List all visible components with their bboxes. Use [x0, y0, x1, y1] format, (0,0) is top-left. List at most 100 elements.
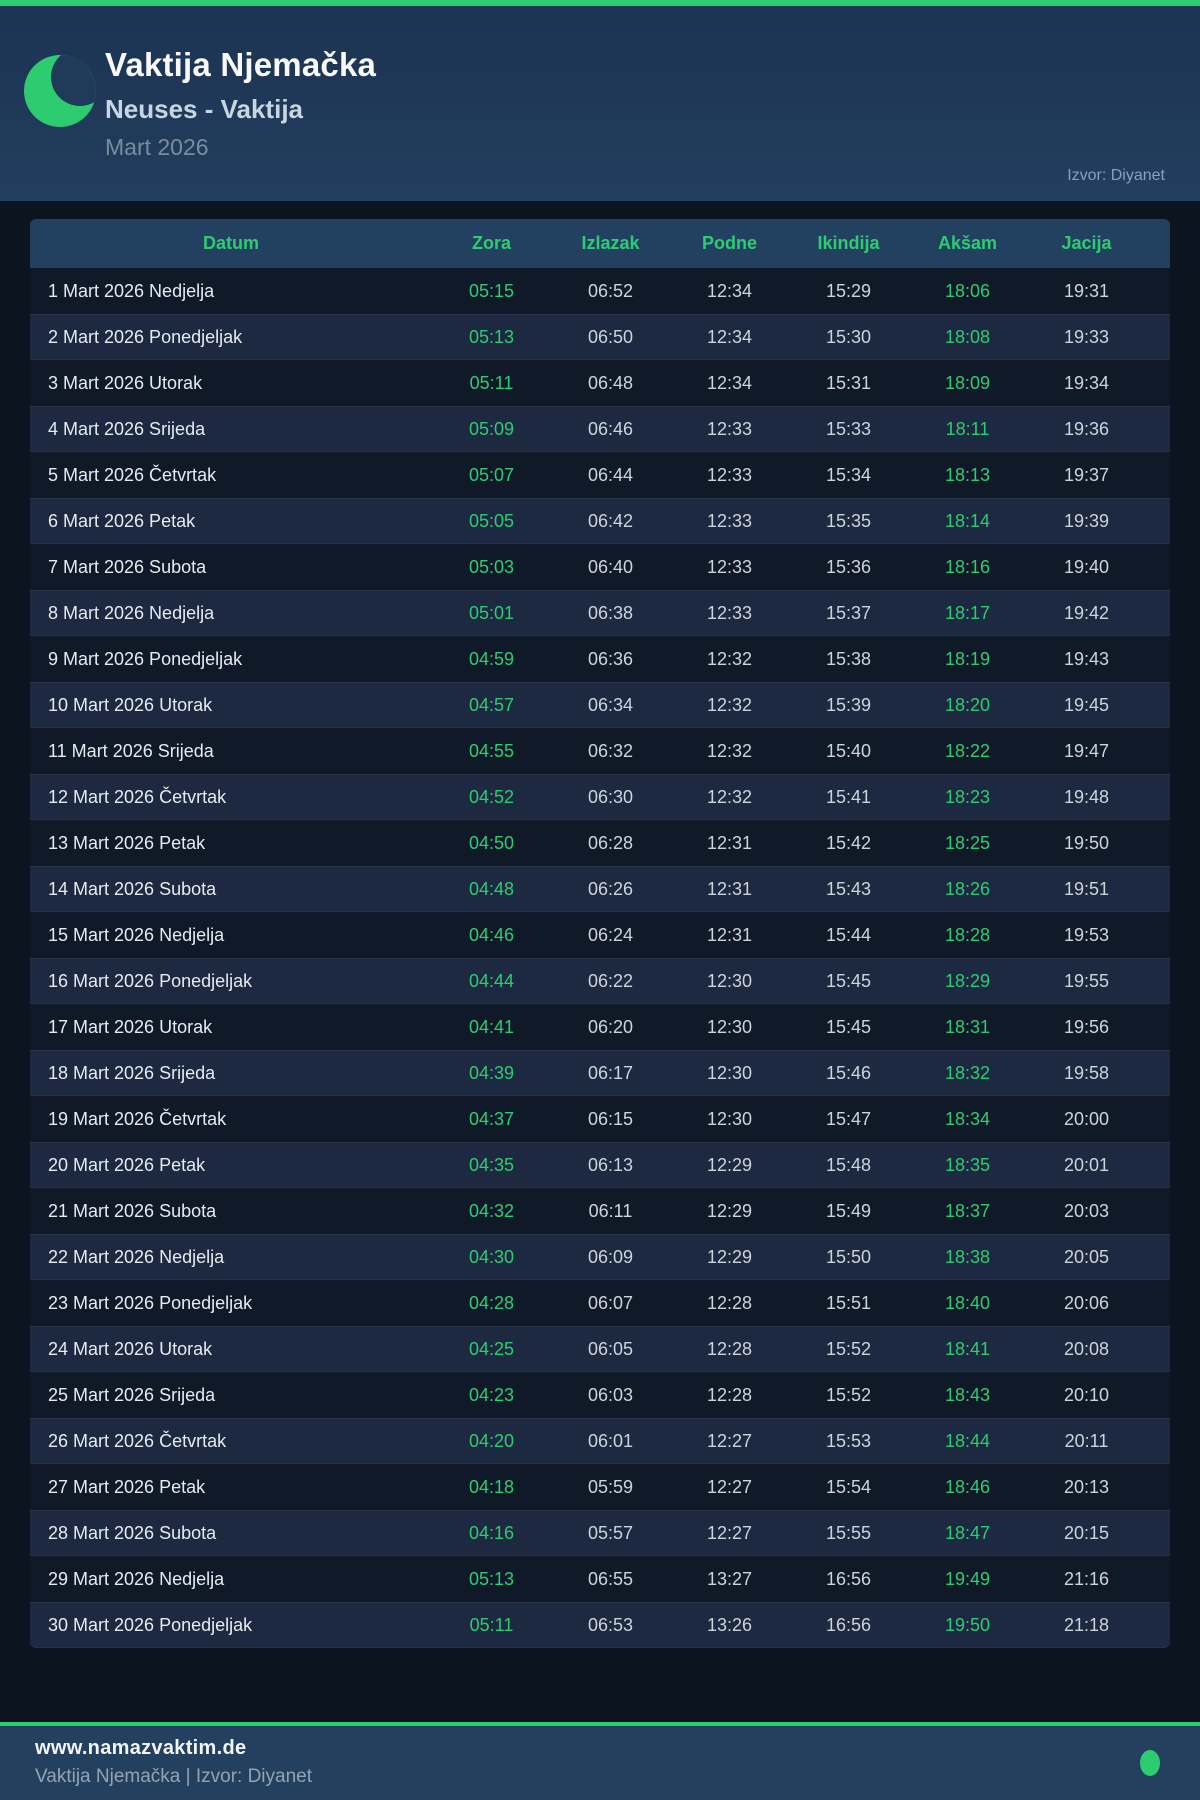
time-cell: 12:34 — [706, 280, 753, 301]
time-cell: 21:18 — [1063, 1614, 1110, 1635]
page-title: Vaktija Njemačka — [105, 46, 377, 83]
time-cell: 06:05 — [587, 1338, 634, 1359]
time-cell: 19:51 — [1063, 878, 1110, 899]
time-cell: 19:31 — [1063, 280, 1110, 301]
date-cell: 8 Mart 2026 Nedjelja — [48, 602, 215, 623]
time-cell: 18:40 — [944, 1292, 991, 1313]
time-cell: 19:49 — [944, 1568, 991, 1589]
time-cell: 20:00 — [1063, 1108, 1110, 1129]
time-cell: 18:25 — [944, 832, 991, 853]
table-row: 25 Mart 2026 Srijeda 04:23 06:03 12:28 15:52… — [30, 1372, 1170, 1418]
time-cell: 15:48 — [825, 1154, 872, 1175]
page-header: Vaktija Njemačka Neuses - Vaktija Mart 2… — [0, 6, 1200, 201]
time-cell: 12:32 — [706, 786, 753, 807]
prayer-times-table: Datum Zora Izlazak Podne Ikindija Akšam Jacija… — [30, 219, 1170, 1648]
time-cell: 18:16 — [944, 556, 991, 577]
time-cell: 19:42 — [1063, 602, 1110, 623]
time-cell: 20:06 — [1063, 1292, 1110, 1313]
time-cell: 18:38 — [944, 1246, 991, 1267]
time-cell: 20:15 — [1063, 1522, 1110, 1543]
time-cell: 06:11 — [588, 1200, 633, 1221]
time-cell: 06:53 — [587, 1614, 634, 1635]
time-cell: 06:34 — [587, 694, 634, 715]
time-cell: 05:05 — [468, 510, 515, 531]
table-row: 10 Mart 2026 Utorak 04:57 06:34 12:32 15:39 1… — [30, 682, 1170, 728]
time-cell: 15:51 — [825, 1292, 872, 1313]
table-row: 7 Mart 2026 Subota 05:03 06:40 12:33 15:36 18… — [30, 544, 1170, 590]
date-cell: 23 Mart 2026 Ponedjeljak — [48, 1292, 253, 1313]
page-footer: www.namazvaktim.de Vaktija Njemačka | Iz… — [0, 1722, 1200, 1800]
time-cell: 12:28 — [706, 1384, 753, 1405]
time-cell: 13:26 — [706, 1614, 753, 1635]
time-cell: 04:20 — [468, 1430, 515, 1451]
date-cell: 18 Mart 2026 Srijeda — [48, 1062, 216, 1083]
table-row: 15 Mart 2026 Nedjelja 04:46 06:24 12:31 15:4… — [30, 912, 1170, 958]
time-cell: 06:13 — [587, 1154, 634, 1175]
time-cell: 04:52 — [468, 786, 515, 807]
time-cell: 05:15 — [468, 280, 515, 301]
column-header: Jacija — [1061, 233, 1112, 253]
date-cell: 16 Mart 2026 Ponedjeljak — [48, 970, 253, 991]
time-cell: 05:57 — [587, 1522, 634, 1543]
date-cell: 15 Mart 2026 Nedjelja — [48, 924, 225, 945]
time-cell: 18:29 — [944, 970, 991, 991]
date-cell: 28 Mart 2026 Subota — [48, 1522, 217, 1543]
time-cell: 12:33 — [706, 602, 753, 623]
time-cell: 18:11 — [945, 418, 990, 439]
time-cell: 19:34 — [1063, 372, 1110, 393]
date-cell: 3 Mart 2026 Utorak — [48, 372, 203, 393]
time-cell: 18:22 — [944, 740, 991, 761]
date-cell: 29 Mart 2026 Nedjelja — [48, 1568, 225, 1589]
time-cell: 12:29 — [706, 1246, 753, 1267]
time-cell: 20:13 — [1063, 1476, 1110, 1497]
date-cell: 27 Mart 2026 Petak — [48, 1476, 206, 1497]
column-header: Ikindija — [817, 233, 880, 253]
month-label: Mart 2026 — [105, 134, 209, 160]
time-cell: 15:45 — [825, 1016, 872, 1037]
column-header: Izlazak — [581, 233, 640, 253]
time-cell: 19:58 — [1063, 1062, 1110, 1083]
city-subtitle: Neuses - Vaktija — [105, 94, 303, 124]
time-cell: 15:37 — [825, 602, 872, 623]
table-header-row: Datum Zora Izlazak Podne Ikindija Akšam Jacija — [30, 219, 1170, 268]
time-cell: 15:49 — [825, 1200, 872, 1221]
table-row: 1 Mart 2026 Nedjelja 05:15 06:52 12:34 15:29… — [30, 268, 1170, 314]
time-cell: 15:39 — [825, 694, 872, 715]
table-row: 23 Mart 2026 Ponedjeljak 04:28 06:07 12:28 1… — [30, 1280, 1170, 1326]
time-cell: 20:10 — [1063, 1384, 1110, 1405]
footer-text-block: www.namazvaktim.de Vaktija Njemačka | Iz… — [0, 1726, 1200, 1788]
date-cell: 13 Mart 2026 Petak — [48, 832, 206, 853]
time-cell: 06:03 — [587, 1384, 634, 1405]
time-cell: 06:40 — [587, 556, 634, 577]
time-cell: 15:36 — [825, 556, 872, 577]
time-cell: 20:08 — [1063, 1338, 1110, 1359]
header-titles: Vaktija Njemačka Neuses - Vaktija Mart 2… — [105, 46, 376, 161]
time-cell: 12:32 — [706, 740, 753, 761]
date-cell: 20 Mart 2026 Petak — [48, 1154, 206, 1175]
time-cell: 18:08 — [944, 326, 991, 347]
time-cell: 04:25 — [468, 1338, 515, 1359]
time-cell: 18:26 — [944, 878, 991, 899]
table-row: 20 Mart 2026 Petak 04:35 06:13 12:29 15:48 18… — [30, 1142, 1170, 1188]
time-cell: 06:07 — [587, 1292, 634, 1313]
table-body: 1 Mart 2026 Nedjelja 05:15 06:52 12:34 15:29… — [30, 268, 1170, 1648]
time-cell: 15:46 — [825, 1062, 872, 1083]
time-cell: 15:40 — [825, 740, 872, 761]
time-cell: 06:30 — [587, 786, 634, 807]
time-cell: 06:38 — [587, 602, 634, 623]
crescent-moon-icon — [24, 55, 96, 127]
table-row: 29 Mart 2026 Nedjelja 05:13 06:55 13:27 16:5… — [30, 1556, 1170, 1602]
time-cell: 12:30 — [706, 1108, 753, 1129]
time-cell: 12:32 — [706, 648, 753, 669]
table-row: 9 Mart 2026 Ponedjeljak 04:59 06:36 12:32 15… — [30, 636, 1170, 682]
time-cell: 04:18 — [468, 1476, 515, 1497]
time-cell: 04:44 — [468, 970, 515, 991]
date-cell: 21 Mart 2026 Subota — [48, 1200, 217, 1221]
time-cell: 05:59 — [587, 1476, 634, 1497]
time-cell: 15:52 — [825, 1384, 872, 1405]
table-row: 27 Mart 2026 Petak 04:18 05:59 12:27 15:54 18… — [30, 1464, 1170, 1510]
time-cell: 15:41 — [825, 786, 872, 807]
table-row: 12 Mart 2026 Četvrtak 04:52 06:30 12:32 15:4… — [30, 774, 1170, 820]
website-link[interactable]: www.namazvaktim.de — [35, 1737, 247, 1759]
date-cell: 30 Mart 2026 Ponedjeljak — [48, 1614, 253, 1635]
